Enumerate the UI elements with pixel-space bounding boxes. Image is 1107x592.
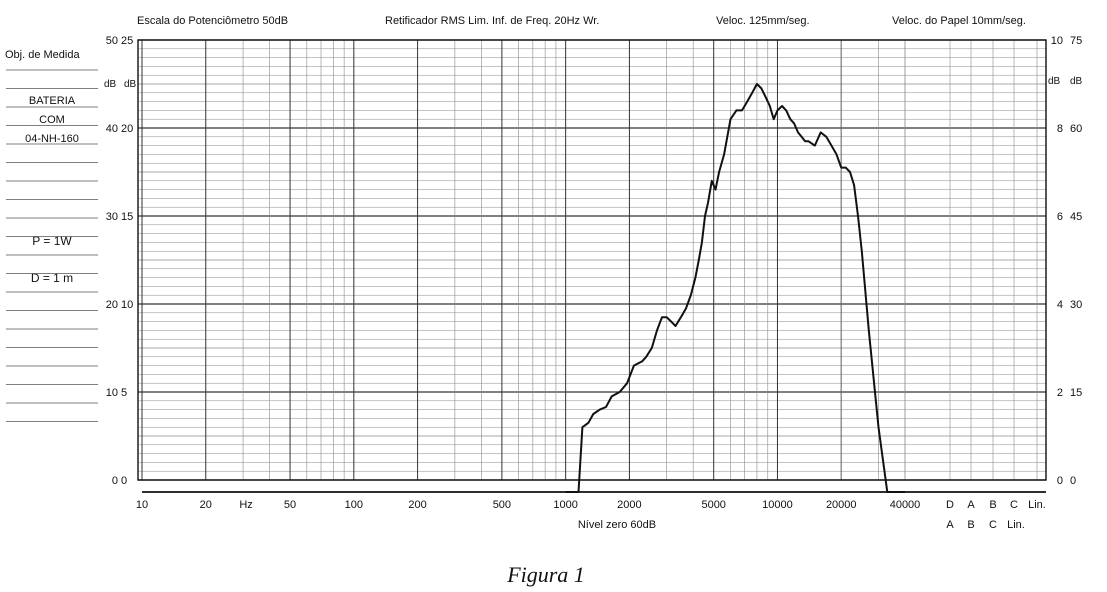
right-inner-tick: 10 bbox=[1051, 35, 1063, 47]
right-outer-tick: 75 bbox=[1070, 35, 1082, 47]
db-label-left-inner: dB bbox=[124, 79, 137, 90]
figure-caption: Figura 1 bbox=[506, 562, 585, 587]
x-tick-label: 40000 bbox=[890, 499, 921, 511]
left-inner-tick: 5 bbox=[121, 387, 127, 399]
header-speed: Veloc. 125mm/seg. bbox=[716, 15, 810, 27]
x-tick-label: 1000 bbox=[553, 499, 577, 511]
weighting-bottom-lin: Lin. bbox=[1007, 519, 1025, 531]
header-paper: Veloc. do Papel 10mm/seg. bbox=[892, 15, 1026, 27]
plot-frame bbox=[137, 39, 1047, 481]
x-tick-label: 2000 bbox=[617, 499, 641, 511]
x-tick-label: 500 bbox=[493, 499, 511, 511]
x-tick-label: Hz bbox=[239, 499, 252, 511]
right-inner-tick: 8 bbox=[1057, 123, 1063, 135]
left-inner-tick: 15 bbox=[121, 211, 133, 223]
right-outer-tick: 0 bbox=[1070, 475, 1076, 487]
panel-title: Obj. de Medida bbox=[5, 49, 80, 61]
right-inner-tick: 4 bbox=[1057, 299, 1063, 311]
right-inner-tick: 2 bbox=[1057, 387, 1063, 399]
left-inner-tick: 10 bbox=[121, 299, 133, 311]
right-outer-tick: 45 bbox=[1070, 211, 1082, 223]
x-tick-label: 10000 bbox=[762, 499, 793, 511]
weighting-top-a: A bbox=[967, 499, 975, 511]
right-inner-tick: 0 bbox=[1057, 475, 1063, 487]
weighting-bottom-c: C bbox=[989, 519, 997, 531]
panel-distance: D = 1 m bbox=[31, 271, 73, 285]
chart-grid bbox=[138, 39, 1046, 481]
weighting-top-lin: Lin. bbox=[1028, 499, 1046, 511]
right-inner-tick: 6 bbox=[1057, 211, 1063, 223]
right-outer-tick: 60 bbox=[1070, 123, 1082, 135]
weighting-top-c: C bbox=[1010, 499, 1018, 511]
left-inner-tick: 25 bbox=[121, 35, 133, 47]
db-label-right-inner: dB bbox=[1048, 76, 1061, 87]
weighting-top-d: D bbox=[946, 499, 954, 511]
x-tick-label: 200 bbox=[408, 499, 426, 511]
left-outer-tick: 0 bbox=[112, 475, 118, 487]
header-scale: Escala do Potenciômetro 50dB bbox=[137, 15, 288, 27]
right-outer-tick: 15 bbox=[1070, 387, 1082, 399]
weighting-bottom-b: B bbox=[967, 519, 974, 531]
panel-device-line-1: BATERIA bbox=[29, 95, 76, 107]
left-outer-tick: 40 bbox=[106, 123, 118, 135]
response-curve bbox=[565, 83, 905, 493]
x-tick-label: 5000 bbox=[701, 499, 725, 511]
x-tick-label: 20 bbox=[200, 499, 212, 511]
db-label-right-outer: dB bbox=[1070, 76, 1083, 87]
weighting-top-b: B bbox=[989, 499, 996, 511]
x-tick-label: 20000 bbox=[826, 499, 857, 511]
weighting-bottom-a: A bbox=[946, 519, 954, 531]
right-outer-tick: 30 bbox=[1070, 299, 1082, 311]
panel-device-line-2: COM bbox=[39, 114, 65, 126]
left-outer-tick: 10 bbox=[106, 387, 118, 399]
left-inner-tick: 20 bbox=[121, 123, 133, 135]
x-tick-label: 50 bbox=[284, 499, 296, 511]
panel-device-line-3: 04-NH-160 bbox=[25, 133, 79, 145]
left-outer-tick: 20 bbox=[106, 299, 118, 311]
left-outer-tick: 30 bbox=[106, 211, 118, 223]
weighting-labels: D A B C Lin. A B C Lin. bbox=[946, 499, 1046, 531]
left-outer-tick: 50 bbox=[106, 35, 118, 47]
panel-power: P = 1W bbox=[32, 234, 72, 248]
zero-level-label: Nível zero 60dB bbox=[578, 519, 656, 531]
db-label-left-outer: dB bbox=[104, 79, 117, 90]
x-tick-label: 10 bbox=[136, 499, 148, 511]
header-rectifier: Retificador RMS Lim. Inf. de Freq. 20Hz … bbox=[385, 15, 599, 27]
measurement-panel: Obj. de Medida BATERIA COM 04-NH-160 P =… bbox=[5, 49, 98, 422]
x-tick-label: 100 bbox=[345, 499, 363, 511]
left-inner-tick: 0 bbox=[121, 475, 127, 487]
